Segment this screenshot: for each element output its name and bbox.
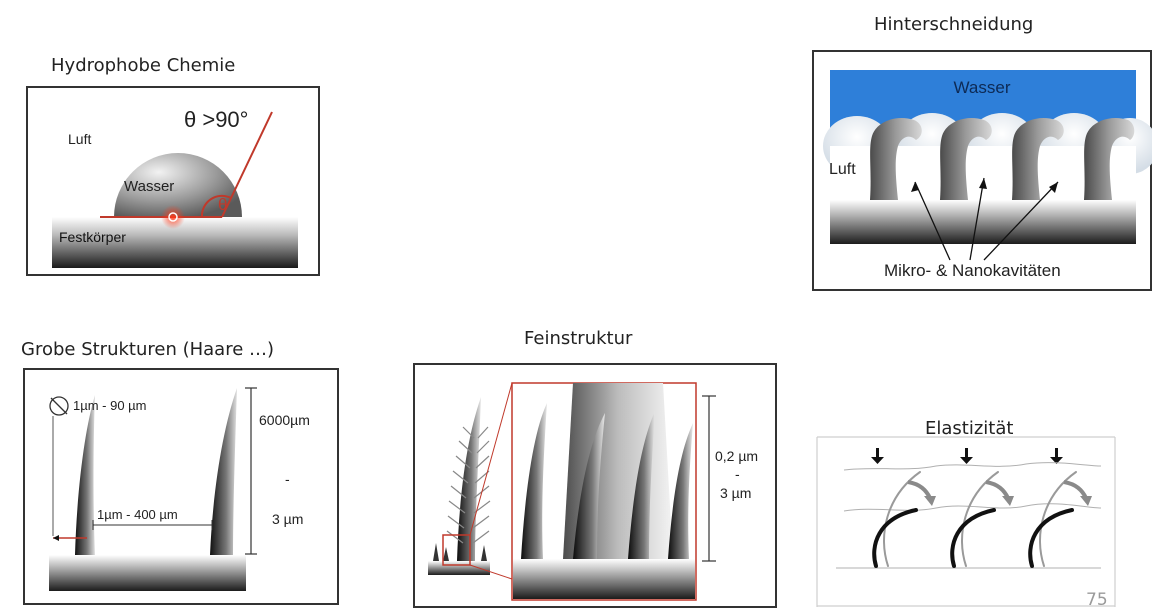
height-dash-label: - [285, 471, 290, 487]
diameter-label: 1µm - 90 µm [73, 398, 147, 413]
title-hydrophobe-chemie: Hydrophobe Chemie [51, 55, 236, 76]
grobe-strukturen-diagram: 1µm - 90 µm 1µm - 400 µm 6000µm - 3 µm [23, 368, 339, 605]
elastizitaet-diagram [816, 436, 1116, 608]
title-elastizitaet: Elastizität [925, 418, 1014, 439]
size-dash-label: - [735, 466, 740, 482]
feinstruktur-diagram: 0,2 µm - 3 µm [413, 363, 777, 608]
height-bottom-label: 3 µm [272, 511, 303, 527]
title-feinstruktur: Feinstruktur [524, 328, 633, 349]
hydrophobe-chemie-diagram: Luft Wasser Festkörper θ >90° θ [26, 86, 320, 276]
size-bottom-label: 3 µm [720, 485, 751, 501]
contact-angle-label: θ >90° [184, 107, 248, 132]
title-grobe-strukturen: Grobe Strukturen (Haare …) [21, 339, 275, 360]
slide-number: 75 [1086, 590, 1108, 610]
luft-label-2: Luft [829, 161, 856, 178]
theta-label: θ [218, 195, 227, 214]
size-top-label: 0,2 µm [715, 448, 758, 464]
wasser-label: Wasser [124, 178, 174, 195]
festkoerper-label: Festkörper [59, 229, 126, 245]
title-hinterschneidung: Hinterschneidung [874, 14, 1034, 35]
wasser-label-2: Wasser [954, 78, 1011, 97]
luft-label: Luft [68, 131, 91, 147]
spacing-label: 1µm - 400 µm [97, 507, 178, 522]
hinterschneidung-diagram: Wasser Luft Mikro- & Nanokavitäten [812, 50, 1152, 291]
kavitaeten-label: Mikro- & Nanokavitäten [884, 261, 1061, 280]
height-top-label: 6000µm [259, 412, 310, 428]
